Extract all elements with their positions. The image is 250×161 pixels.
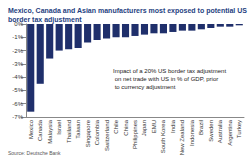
svg-text:to currency adjustment: to currency adjustment [113,84,176,90]
svg-text:border tax adjustment: border tax adjustment [8,16,82,24]
svg-text:Australia: Australia [217,119,223,143]
svg-text:on net trade with US in % of G: on net trade with US in % of GDP, prior [113,76,218,82]
svg-text:EMU: EMU [151,120,157,133]
svg-text:Israel: Israel [56,120,62,135]
svg-text:Japan: Japan [141,120,147,136]
svg-text:Brazil: Brazil [198,120,204,135]
svg-text:Turkey: Turkey [236,120,242,138]
svg-text:-2%: -2% [12,48,23,54]
svg-text:South Korea: South Korea [160,119,166,153]
svg-text:India: India [170,119,176,133]
svg-text:0%: 0% [14,21,23,27]
svg-text:China: China [123,119,129,135]
svg-text:Philippines: Philippines [132,120,138,149]
svg-text:Sweden: Sweden [208,120,214,142]
svg-text:Malaysia: Malaysia [47,119,53,143]
svg-text:Taiwan: Taiwan [75,120,81,139]
svg-text:Chile: Chile [113,119,119,133]
svg-text:Canada: Canada [37,119,43,141]
svg-text:Thailand: Thailand [66,120,72,143]
svg-text:-4%: -4% [12,74,23,80]
svg-text:Singapore: Singapore [85,119,91,147]
svg-text:-5%: -5% [12,87,23,93]
svg-text:Colombia: Colombia [94,119,100,145]
svg-text:Impact of a 20% US border tax: Impact of a 20% US border tax adjustment [113,68,226,74]
svg-text:-7%: -7% [12,114,23,120]
svg-text:Mexico: Mexico [28,119,34,139]
svg-text:Source: Deutsche Bank: Source: Deutsche Bank [8,150,61,156]
svg-text:-6%: -6% [12,101,23,107]
svg-text:Mexico, Canada and Asian manuf: Mexico, Canada and Asian manufacturers m… [8,7,249,15]
svg-text:-1%: -1% [12,34,23,40]
svg-text:Switzerland: Switzerland [104,120,110,151]
svg-text:New Zealand: New Zealand [179,120,185,155]
svg-text:Indonesia: Indonesia [189,119,195,146]
svg-text:Argentina: Argentina [227,119,233,145]
svg-text:-3%: -3% [12,61,23,67]
